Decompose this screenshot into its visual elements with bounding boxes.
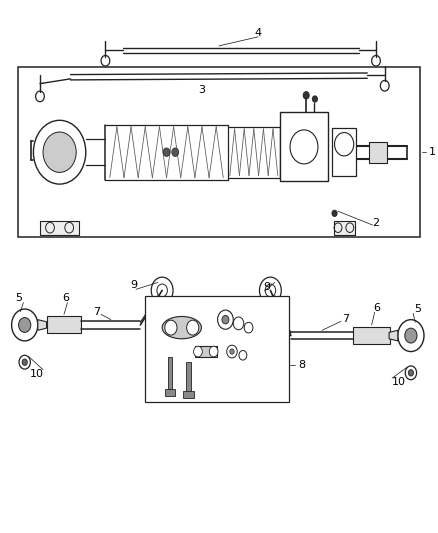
Text: 4: 4	[254, 28, 262, 38]
Circle shape	[332, 210, 337, 216]
Text: 6: 6	[373, 303, 380, 313]
Bar	[145, 296, 289, 402]
Bar	[168, 357, 172, 391]
Bar	[280, 112, 328, 181]
Text: 9: 9	[263, 282, 270, 292]
Bar	[334, 221, 355, 235]
Text: 8: 8	[298, 360, 305, 370]
Text: 6: 6	[62, 293, 69, 303]
Polygon shape	[38, 320, 46, 330]
Bar	[353, 327, 390, 344]
Bar	[195, 346, 217, 357]
Circle shape	[187, 320, 199, 335]
Circle shape	[209, 346, 218, 357]
Circle shape	[194, 346, 202, 357]
Circle shape	[312, 96, 318, 102]
Bar	[18, 67, 420, 237]
Bar	[46, 317, 81, 334]
Bar	[165, 389, 175, 395]
Circle shape	[18, 318, 31, 333]
Bar	[332, 128, 357, 176]
Bar	[40, 221, 79, 235]
Circle shape	[303, 92, 309, 99]
Bar	[183, 391, 194, 398]
Bar	[186, 362, 191, 394]
Circle shape	[405, 328, 417, 343]
Text: 5: 5	[414, 304, 421, 314]
Circle shape	[22, 359, 27, 366]
Text: 10: 10	[29, 369, 43, 379]
Ellipse shape	[162, 317, 201, 339]
Circle shape	[408, 369, 413, 376]
Text: 1: 1	[428, 147, 435, 157]
Circle shape	[222, 316, 229, 324]
Text: 9: 9	[130, 280, 138, 290]
Circle shape	[165, 320, 177, 335]
Bar	[369, 142, 387, 163]
Circle shape	[163, 148, 170, 157]
Circle shape	[43, 132, 76, 172]
Circle shape	[230, 349, 234, 354]
Text: 3: 3	[198, 85, 205, 95]
Text: 7: 7	[93, 306, 100, 317]
Text: 7: 7	[342, 313, 349, 324]
Polygon shape	[389, 330, 398, 341]
Text: 10: 10	[392, 377, 406, 387]
Text: 5: 5	[15, 293, 22, 303]
Text: 2: 2	[372, 219, 380, 229]
Circle shape	[172, 148, 179, 157]
